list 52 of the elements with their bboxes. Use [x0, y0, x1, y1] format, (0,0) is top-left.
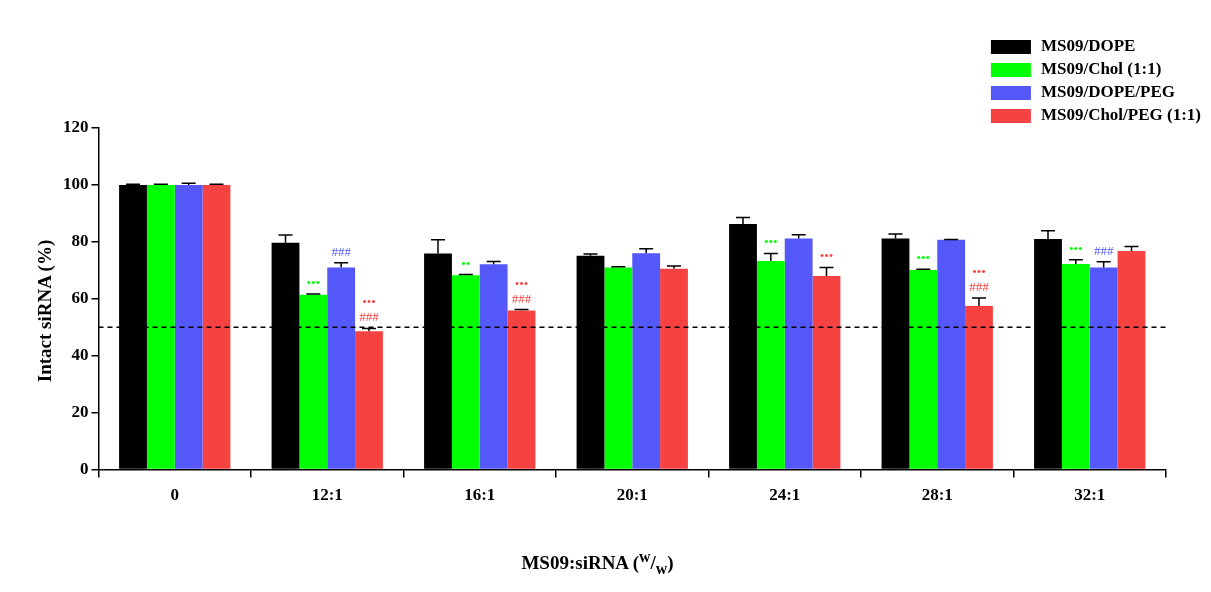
bar [1061, 264, 1090, 469]
x-axis-title: MS09:siRNA ($^{w}$/$_{w}$) [520, 548, 675, 579]
x-tick-label: 12:1 [311, 485, 343, 505]
legend-label: MS09/Chol/PEG (1:1) [1040, 105, 1202, 125]
bar [327, 267, 356, 469]
bar [965, 305, 993, 469]
x-tick-label: 0 [170, 485, 179, 505]
data-label: ••• [819, 248, 834, 264]
bar [451, 275, 480, 469]
data-label: ### [331, 243, 352, 259]
legend-label: MS09/Chol (1:1) [1040, 59, 1162, 79]
bar [812, 276, 841, 469]
data-label: ••• [764, 234, 778, 250]
bar [909, 270, 938, 469]
bar [756, 260, 785, 469]
legend-label: MS09/DOPE/PEG [1040, 82, 1176, 102]
x-tick-label: 24:1 [769, 485, 801, 505]
bar [632, 253, 661, 469]
data-label: ••• ### [359, 294, 380, 325]
bar [660, 268, 688, 469]
x-tick-label: 16:1 [464, 485, 496, 505]
bar [1117, 250, 1146, 469]
data-label: ••• [916, 250, 931, 266]
data-label: •• [461, 255, 471, 271]
y-tick-label: 60 [71, 288, 89, 308]
bar [146, 184, 175, 469]
y-tick-label: 40 [71, 345, 89, 365]
data-label: ••• [306, 274, 321, 290]
x-tick-label: 20:1 [616, 485, 648, 505]
y-tick-label: 0 [80, 458, 89, 478]
y-tick-label: 80 [71, 231, 89, 251]
bar [355, 331, 383, 469]
y-tick-label: 120 [63, 117, 89, 137]
bar [174, 184, 203, 469]
bar [604, 267, 633, 469]
y-tick-label: 100 [63, 174, 89, 194]
bar [299, 294, 328, 469]
data-label: ### [1093, 242, 1114, 258]
y-axis-title: Intact siRNA (%) [34, 239, 56, 383]
bar [507, 310, 536, 469]
x-tick-label: 32:1 [1074, 485, 1106, 505]
data-label: ••• ### [969, 263, 990, 294]
legend-label: MS09/DOPE [1040, 36, 1136, 56]
bar [1089, 267, 1118, 469]
bar [202, 184, 231, 469]
data-label: ••• ### [511, 275, 532, 306]
bar [784, 238, 813, 469]
bar [479, 264, 508, 469]
x-tick-label: 28:1 [921, 485, 953, 505]
y-tick-label: 20 [71, 402, 89, 422]
bar [937, 239, 966, 469]
data-label: ••• [1069, 240, 1083, 256]
